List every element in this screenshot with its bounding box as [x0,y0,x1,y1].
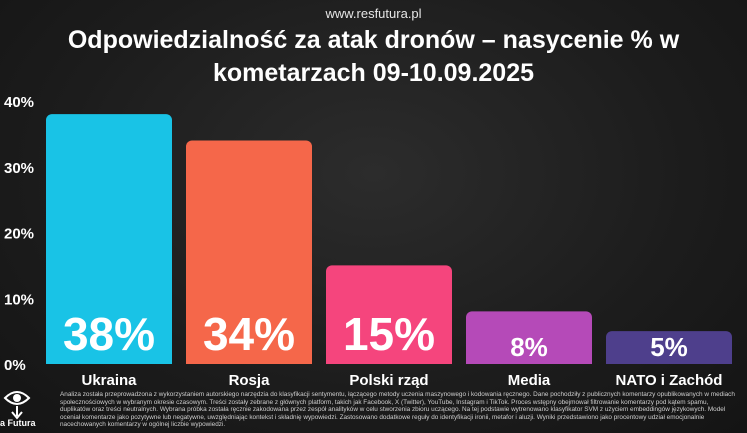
y-tick-label: 0% [4,357,26,374]
eye-icon [3,391,31,420]
bar-4 [466,311,592,364]
bar-3-base [326,356,452,364]
bar-1 [46,114,172,365]
category-label-4: Media [508,372,551,389]
chart-title-line-1: Odpowiedzialność za atak dronów – nasyce… [67,26,680,54]
chart-title-line-2: kometarzach 09-10.09.2025 [212,59,535,87]
y-tick-label: 40% [4,94,34,111]
category-label-3: Polski rząd [349,372,428,389]
bar-1-base [46,356,172,364]
category-label-1: Ukraina [81,372,137,389]
y-tick-label: 30% [4,160,34,177]
data-label-3: 15% [343,308,435,360]
bar-2-base [186,356,312,364]
chart-title: Odpowiedzialność za atak dronów – nasyce… [40,24,707,90]
bar-5 [606,331,732,364]
data-label-2: 34% [203,308,295,360]
data-label-5: 5% [650,332,688,362]
bar-5-base [606,356,732,364]
data-label-1: 38% [63,308,155,360]
data-label-4: 8% [510,332,548,362]
methodology-note: Analiza została przeprowadzona z wykorzy… [60,391,735,429]
logo-text: a Futura [0,418,36,428]
bar-4-base [466,356,592,364]
y-tick-label: 10% [4,291,34,308]
source-url: www.resfutura.pl [325,6,422,21]
bar-3 [326,265,452,364]
category-label-5: NATO i Zachód [616,372,723,389]
category-label-2: Rosja [229,372,271,389]
y-tick-label: 20% [4,226,34,243]
bar-2 [186,140,312,364]
